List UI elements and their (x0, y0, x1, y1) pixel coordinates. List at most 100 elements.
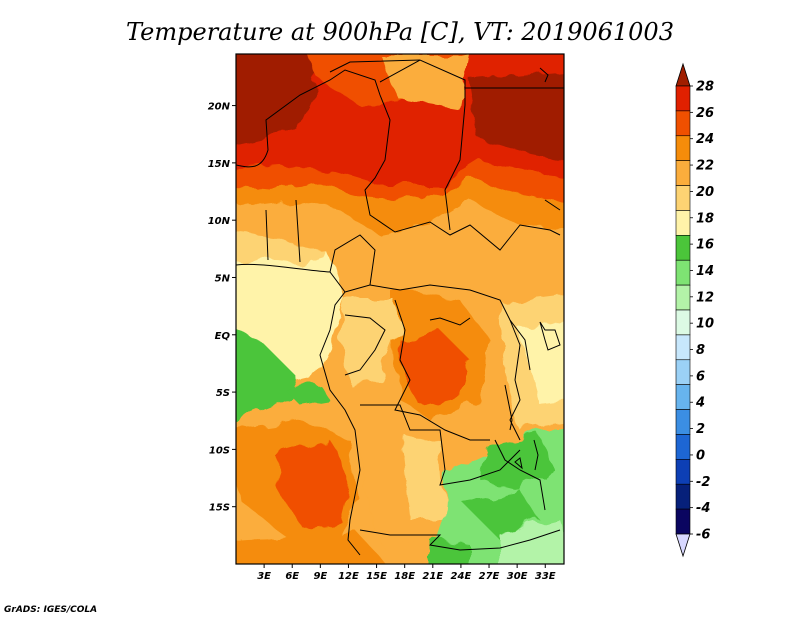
field-gabon-18-20 (340, 300, 400, 385)
colorbar-swatch (675, 334, 691, 361)
border-drc-west (394, 299, 490, 441)
colorbar-swatch (675, 284, 691, 311)
border-ethiopia (544, 199, 561, 211)
lat-axis: 20N 15N 10N 5N EQ 5S 10S 15S (208, 102, 236, 514)
field-east-16-18 (520, 322, 564, 405)
colorbar-label: 18 (696, 211, 714, 226)
colorbar-swatch (675, 85, 691, 112)
lon-axis: 3E 6E 9E 12E 15E 18E 21E 24E 27E 30E 33E (257, 564, 556, 582)
lat-label: EQ (215, 331, 231, 342)
lon-label: 3E (257, 571, 271, 582)
field-sw-coast (236, 535, 386, 564)
lon-label: 30E (507, 571, 528, 582)
coast-red-sea (539, 67, 549, 83)
colorbar-swatch (675, 235, 691, 261)
lat-label: 10N (208, 216, 231, 227)
colorbar-swatch (675, 185, 691, 211)
field-coast-18-20 (236, 231, 330, 265)
lake-kariba (514, 457, 523, 470)
colorbar-swatch (675, 309, 691, 336)
colorbar-label: 16 (696, 238, 714, 253)
field-angola-24-26 (275, 440, 350, 525)
lat-label: 5S (216, 388, 230, 399)
lon-label: 18E (394, 571, 415, 582)
colorbar-swatch (675, 259, 691, 286)
field-zimbabwe-14-16 (460, 490, 540, 540)
colorbar-bottom-arrow (675, 533, 691, 558)
colorbar-label: 8 (696, 343, 705, 358)
colorbar-swatch (675, 210, 691, 236)
colorbar-swatch (675, 459, 691, 485)
colorbar-swatch (675, 160, 691, 186)
map-frame (235, 53, 565, 565)
border-angola-zambia (360, 404, 521, 486)
lon-label: 33E (535, 571, 556, 582)
colorbar-top-arrow (675, 62, 691, 87)
lon-label: 21E (422, 571, 443, 582)
colorbar-label: 10 (696, 317, 714, 332)
field-zambia-18-20 (400, 430, 445, 520)
colorbar-label: 6 (696, 369, 705, 384)
lake-tanganyika (504, 384, 513, 431)
border-niger-libya (329, 59, 421, 73)
lat-label: 10S (209, 445, 230, 456)
colorbar-label: -4 (696, 501, 710, 516)
colorbar-label: 0 (696, 448, 705, 463)
lat-label: 20N (208, 102, 231, 113)
colorbar-swatch (675, 359, 691, 385)
border-namibia (359, 529, 561, 551)
colorbar-label: 20 (696, 185, 714, 200)
colorbar-swatch (675, 409, 691, 435)
field-botswana-14-16 (430, 540, 470, 564)
lat-label: 5N (215, 273, 231, 284)
lon-label: 9E (313, 571, 327, 582)
field-atlantic-green (236, 328, 300, 421)
colorbar-label: 4 (695, 396, 705, 411)
colorbar-label: 12 (696, 290, 714, 305)
border-gabon-congo (344, 314, 386, 376)
map-title: Temperature at 900hPa [C], VT: 201906100… (126, 18, 674, 46)
border-cameroon (329, 234, 376, 293)
border-car (369, 284, 531, 371)
grads-credit: GrADS: IGES/COLA (4, 605, 97, 615)
lake-malawi (533, 439, 539, 471)
field-atlantic-green-small (285, 385, 330, 405)
river-congo (429, 317, 471, 326)
colorbar-label: 26 (696, 106, 714, 121)
field-core-west (236, 54, 320, 147)
colorbar-swatch (675, 384, 691, 410)
lat-label: 15N (208, 159, 231, 170)
border-sahel (236, 69, 561, 251)
field-core-east (470, 71, 564, 162)
field-libya-cool (380, 55, 470, 110)
lake-victoria (539, 321, 561, 351)
lon-label: 12E (338, 571, 359, 582)
colorbar-label: -6 (696, 528, 710, 543)
colorbar-swatch (675, 135, 691, 161)
border-nigeria-west (295, 199, 301, 263)
temperature-map (235, 53, 565, 565)
colorbar-swatch (675, 483, 691, 510)
colorbar-label: -2 (696, 475, 710, 490)
field-south-10-12 (500, 520, 564, 564)
colorbar-swatch (675, 434, 691, 460)
colorbar-label: 24 (696, 132, 714, 147)
colorbar-label: 14 (696, 264, 714, 279)
boundaries (236, 59, 564, 556)
lat-label: 15S (209, 503, 230, 514)
lon-label: 24E (451, 571, 472, 582)
colorbar-swatch (675, 508, 691, 535)
border-mozambique (494, 439, 546, 511)
lon-label: 15E (366, 571, 387, 582)
colorbar-label: 28 (696, 80, 714, 95)
lon-label: 6E (285, 571, 299, 582)
colorbar-label: 2 (696, 422, 705, 437)
lon-label: 27E (479, 571, 500, 582)
colorbar-label: 22 (696, 159, 714, 174)
coastline-west (236, 263, 361, 556)
field-congo-24-26 (400, 330, 470, 405)
border-ghana (265, 209, 269, 261)
colorbar-swatch (675, 110, 691, 137)
